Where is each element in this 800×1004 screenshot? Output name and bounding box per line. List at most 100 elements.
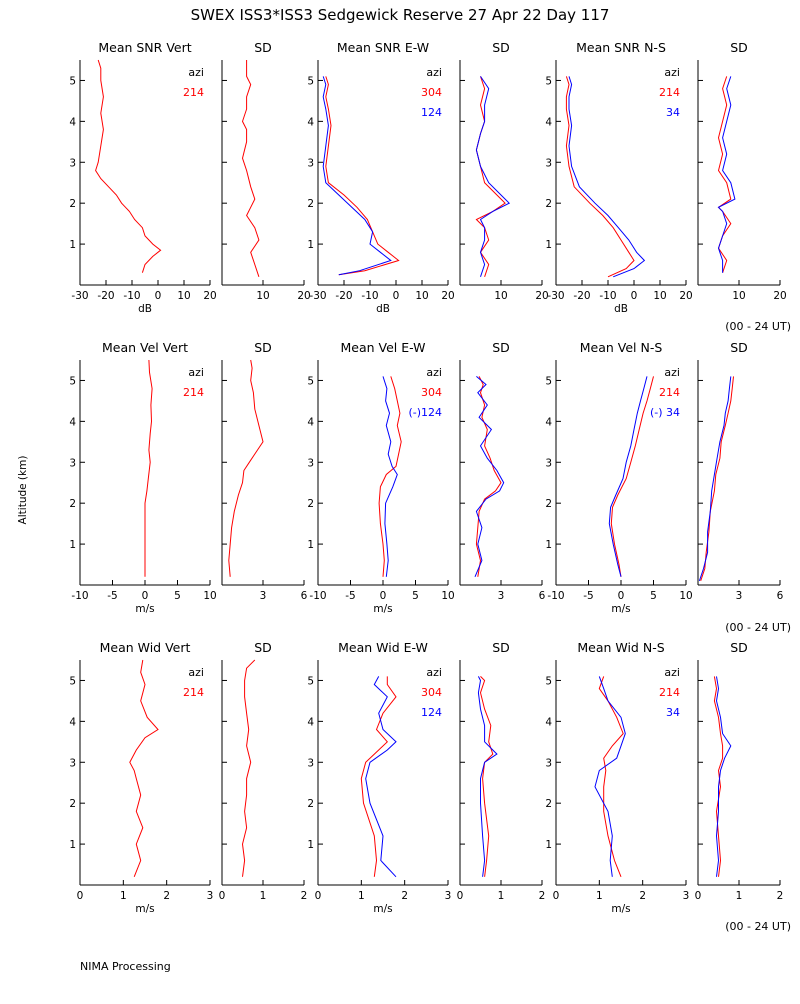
x-tick-label: 10: [415, 290, 428, 302]
x-tick-label: 10: [679, 590, 692, 602]
y-tick-label: 2: [69, 798, 76, 810]
x-tick-label: -30: [71, 290, 88, 302]
series-line-124: [322, 76, 392, 276]
legend-entry: 214: [183, 86, 204, 99]
x-tick-label: 3: [498, 590, 505, 602]
legend-entry: 214: [659, 386, 680, 399]
x-axis-unit: m/s: [135, 903, 154, 915]
series-line-124: [475, 76, 511, 277]
y-tick-label: 4: [69, 416, 76, 428]
series-line-214: [241, 60, 260, 277]
y-tick-label: 3: [307, 457, 314, 469]
series-line-214: [700, 376, 734, 582]
y-tick-label: 4: [545, 416, 552, 428]
y-tick-label: 3: [69, 157, 76, 169]
panel-r3-c6: SD 0 1 2: [695, 640, 784, 902]
x-tick-label: 0: [219, 890, 226, 902]
y-tick-label: 5: [69, 375, 76, 387]
x-axis-unit: m/s: [373, 903, 392, 915]
series-line-214: [129, 659, 159, 877]
x-tick-label: 5: [412, 590, 419, 602]
x-tick-label: 1: [358, 890, 365, 902]
y-tick-label: 5: [69, 675, 76, 687]
panel-r3-c2: SD 0 1 2: [219, 640, 308, 902]
y-tick-label: 3: [545, 157, 552, 169]
y-tick-label: 1: [69, 539, 76, 551]
series-line-214: [565, 76, 635, 278]
x-tick-label: 0: [393, 290, 400, 302]
x-tick-label: 10: [441, 590, 454, 602]
series-line-214: [144, 359, 153, 577]
x-tick-label: -20: [335, 290, 352, 302]
y-tick-label: 4: [307, 716, 314, 728]
x-tick-label: 0: [631, 290, 638, 302]
panel-title: Mean Vel Vert: [102, 340, 188, 355]
series-line-124: [365, 676, 397, 878]
panel-r2-c3: Mean Vel E-W 1 2 3 4 5 -10 -5 0 5 10 m/s azi 304 (-)12…: [307, 340, 454, 615]
x-tick-label: 0: [315, 890, 322, 902]
x-tick-label: 10: [732, 290, 745, 302]
x-axis-unit: m/s: [135, 603, 154, 615]
panel-title: SD: [254, 640, 272, 655]
legend-entry: 34: [666, 106, 680, 119]
panel-title: Mean Wid N-S: [577, 640, 664, 655]
series-line-124: [477, 676, 498, 877]
y-tick-label: 4: [307, 116, 314, 128]
y-tick-label: 2: [307, 798, 314, 810]
x-tick-label: 2: [539, 890, 546, 902]
legend-azi: azi: [664, 66, 680, 79]
series-line-34: [594, 676, 626, 877]
legend-entry: 304: [421, 686, 442, 699]
x-tick-label: 0: [618, 590, 625, 602]
x-tick-label: 10: [256, 290, 269, 302]
x-tick-label: 20: [679, 290, 692, 302]
x-tick-label: 0: [142, 590, 149, 602]
panel-r2-c1: Mean Vel Vert 1 2 3 4 5 -10 -5 0 5 10 m/s azi 214: [69, 340, 216, 615]
legend-entry: (-) 34: [650, 406, 680, 419]
y-tick-label: 2: [307, 498, 314, 510]
x-tick-label: -10: [71, 590, 88, 602]
y-tick-label: 5: [545, 75, 552, 87]
legend-entry: 214: [659, 86, 680, 99]
series-line-304: [325, 76, 400, 276]
x-tick-label: -30: [309, 290, 326, 302]
ut-note-2: (00 - 24 UT): [725, 621, 791, 634]
y-tick-label: 1: [545, 539, 552, 551]
x-tick-label: 0: [553, 890, 560, 902]
x-tick-label: 6: [301, 590, 308, 602]
panel-r3-c4: SD 0 1 2: [457, 640, 546, 902]
x-tick-label: 5: [650, 590, 657, 602]
x-tick-label: -30: [547, 290, 564, 302]
x-tick-label: -20: [97, 290, 114, 302]
x-tick-label: -10: [599, 290, 616, 302]
y-tick-label: 2: [69, 498, 76, 510]
legend-entry: 304: [421, 86, 442, 99]
panel-title: SD: [254, 340, 272, 355]
x-tick-label: 3: [260, 590, 267, 602]
x-tick-label: 3: [445, 890, 452, 902]
y-tick-label: 1: [307, 239, 314, 251]
legend-entry: 214: [183, 386, 204, 399]
legend-entry: 124: [421, 706, 442, 719]
panel-r2-c5: Mean Vel N-S 1 2 3 4 5 -10 -5 0 5 10 m/s azi 214 (-) 3…: [545, 340, 692, 615]
y-tick-label: 1: [545, 839, 552, 851]
x-tick-label: 10: [177, 290, 190, 302]
x-tick-label: 2: [401, 890, 408, 902]
panel-r2-c2: SD 3 6: [221, 340, 308, 602]
y-tick-label: 5: [307, 375, 314, 387]
legend-azi: azi: [188, 66, 204, 79]
x-tick-label: 20: [441, 290, 454, 302]
y-tick-label: 5: [307, 75, 314, 87]
panel-title: SD: [254, 40, 272, 55]
y-tick-label: 2: [545, 198, 552, 210]
x-tick-label: 2: [163, 890, 170, 902]
panel-r3-c3: Mean Wid E-W 1 2 3 4 5 0 1 2 3 m/s azi 304 124: [307, 640, 451, 915]
legend-azi: azi: [188, 666, 204, 679]
legend-entry: (-)124: [408, 406, 442, 419]
x-tick-label: -10: [547, 590, 564, 602]
series-line-124: [382, 376, 398, 577]
x-tick-label: 2: [777, 890, 784, 902]
legend-azi: azi: [426, 666, 442, 679]
